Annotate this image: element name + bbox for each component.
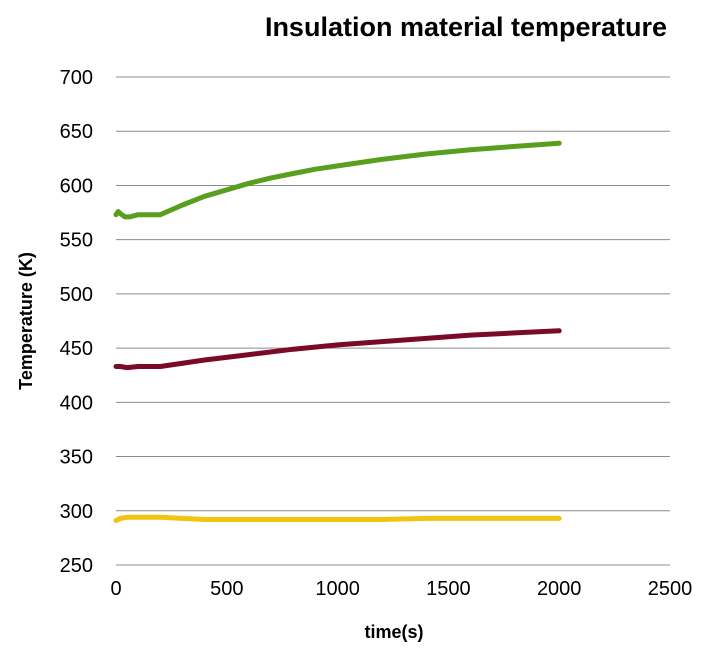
x-axis-title: time(s)	[364, 622, 423, 642]
chart-title: Insulation material temperature	[265, 12, 667, 42]
x-axis-ticks: 0 500 1000 1500 2000 2500	[110, 578, 692, 600]
y-tick-label: 350	[60, 447, 93, 469]
y-tick-label: 400	[60, 392, 93, 414]
series-line-3	[113, 514, 562, 523]
y-tick-label: 250	[60, 555, 93, 577]
y-tick-label: 600	[60, 175, 93, 197]
y-tick-label: 500	[60, 284, 93, 306]
y-tick-label: 450	[60, 338, 93, 360]
y-tick-label: 700	[60, 67, 93, 89]
y-tick-label: 650	[60, 121, 93, 143]
y-tick-label: 550	[60, 230, 93, 252]
x-tick-label: 2000	[537, 578, 582, 600]
x-tick-label: 1000	[315, 578, 360, 600]
series-line-1	[113, 140, 562, 220]
y-axis-ticks: 250 300 350 400 450 500 550 600 650 700	[60, 67, 93, 577]
y-axis-title: Temperature (K)	[16, 252, 36, 390]
series-line-2	[113, 328, 562, 371]
x-tick-label: 0	[110, 578, 121, 600]
x-tick-label: 1500	[426, 578, 471, 600]
series-group	[113, 140, 562, 523]
x-tick-label: 2500	[648, 578, 693, 600]
gridlines	[116, 76, 670, 566]
x-tick-label: 500	[210, 578, 243, 600]
y-tick-label: 300	[60, 501, 93, 523]
